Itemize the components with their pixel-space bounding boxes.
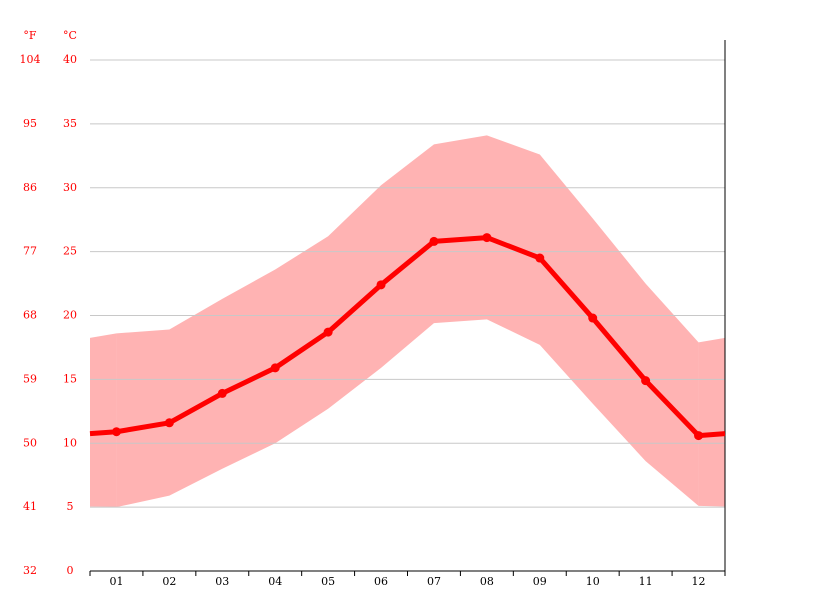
- point: [429, 236, 439, 246]
- y-tick-label: 15: [63, 372, 77, 385]
- point: [270, 363, 280, 373]
- y2-tick-label: 32: [23, 564, 37, 577]
- point: [641, 376, 651, 386]
- point: [111, 427, 121, 437]
- x-tick-label: 06: [374, 575, 388, 588]
- x-tick-label: 03: [215, 575, 229, 588]
- x-tick-label: 05: [321, 575, 335, 588]
- y-tick-label: 25: [63, 245, 77, 258]
- x-tick-label: 11: [639, 575, 653, 588]
- y2-tick-label: 77: [23, 245, 37, 258]
- y-axis-label: °C: [63, 29, 77, 42]
- y-tick-label: 0: [67, 564, 74, 577]
- x-tick-label: 09: [533, 575, 547, 588]
- x-tick-label: 10: [586, 575, 600, 588]
- y2-tick-label: 50: [23, 436, 37, 449]
- point: [217, 388, 227, 398]
- x-tick-label: 01: [109, 575, 123, 588]
- x-tick-label: 07: [427, 575, 441, 588]
- y-tick-label: 5: [67, 500, 74, 513]
- y-tick-label: 35: [63, 117, 77, 130]
- point: [376, 280, 386, 290]
- y2-tick-label: 59: [23, 372, 37, 385]
- point: [588, 313, 598, 323]
- y2-tick-label: 95: [23, 117, 37, 130]
- temperature-range: [116, 135, 699, 508]
- y-tick-label: 20: [63, 309, 77, 322]
- point: [535, 253, 545, 263]
- point: [482, 233, 492, 243]
- y2-tick-label: 68: [23, 309, 37, 322]
- range-wrap: [698, 337, 725, 507]
- y-tick-label: 40: [63, 53, 77, 66]
- point: [164, 418, 174, 428]
- x-tick-label: 08: [480, 575, 494, 588]
- y-tick-label: 10: [63, 436, 77, 449]
- y2-tick-label: 104: [20, 53, 41, 66]
- y-tick-label: 30: [63, 181, 77, 194]
- x-tick-label: 12: [692, 575, 706, 588]
- point: [323, 327, 333, 337]
- x-tick-label: 02: [162, 575, 176, 588]
- y2-axis-label: °F: [23, 29, 37, 42]
- y2-tick-label: 41: [23, 500, 37, 513]
- y2-tick-label: 86: [23, 181, 37, 194]
- temperature-line: [116, 235, 701, 438]
- range-wrap: [90, 333, 117, 508]
- x-tick-label: 04: [268, 575, 282, 588]
- point: [694, 431, 704, 441]
